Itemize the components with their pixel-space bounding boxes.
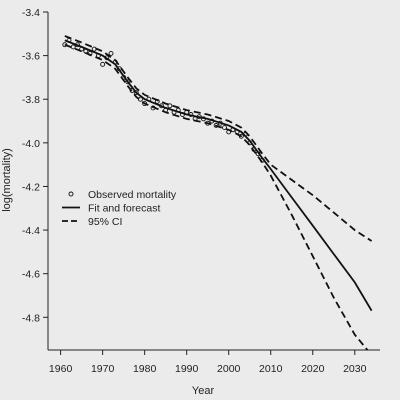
series-layer [62,35,373,351]
y-tick-label: -4.0 [22,138,40,150]
observed-point [108,50,114,56]
x-tick-label: 2030 [343,363,367,375]
observed-point [222,125,227,131]
y-tick-label: -3.4 [22,7,40,19]
y-tick-label: -4.8 [22,312,40,324]
observed-point [167,103,173,109]
x-tick-label: 2010 [259,363,283,375]
y-tick-label: -4.6 [22,269,40,281]
observed-point [238,133,244,139]
y-tick-label: -4.4 [22,225,40,237]
legend-marker-points [68,191,74,197]
legend-label: Observed mortality [88,189,177,201]
ci-line [64,35,373,242]
x-tick-label: 1990 [175,363,199,375]
x-tick-label: 1980 [133,363,157,375]
observed-point [213,122,219,128]
observed-point [125,79,131,85]
x-tick-label: 1960 [49,363,73,375]
axes: 1960 1970 1980 1990 2000 2010 2020 2030 -3.4 -3.6… [22,7,380,375]
y-tick-label: -3.6 [22,51,40,63]
legend-label: 95% CI [88,216,122,228]
x-axis-title: Year [192,385,215,397]
ci-line [64,43,369,351]
y-tick-label: -3.8 [22,94,40,106]
x-tick-label: 2020 [301,363,325,375]
observed-point [133,90,139,96]
y-tick-label: -4.2 [22,181,40,193]
observed-point [100,61,106,67]
x-tick-label: 2000 [217,363,241,375]
legend-label: Fit and forecast [88,203,160,215]
y-axis-title: log(mortality) [1,148,13,212]
x-tick-label: 1970 [91,363,115,375]
fit-forecast-line [64,39,373,312]
